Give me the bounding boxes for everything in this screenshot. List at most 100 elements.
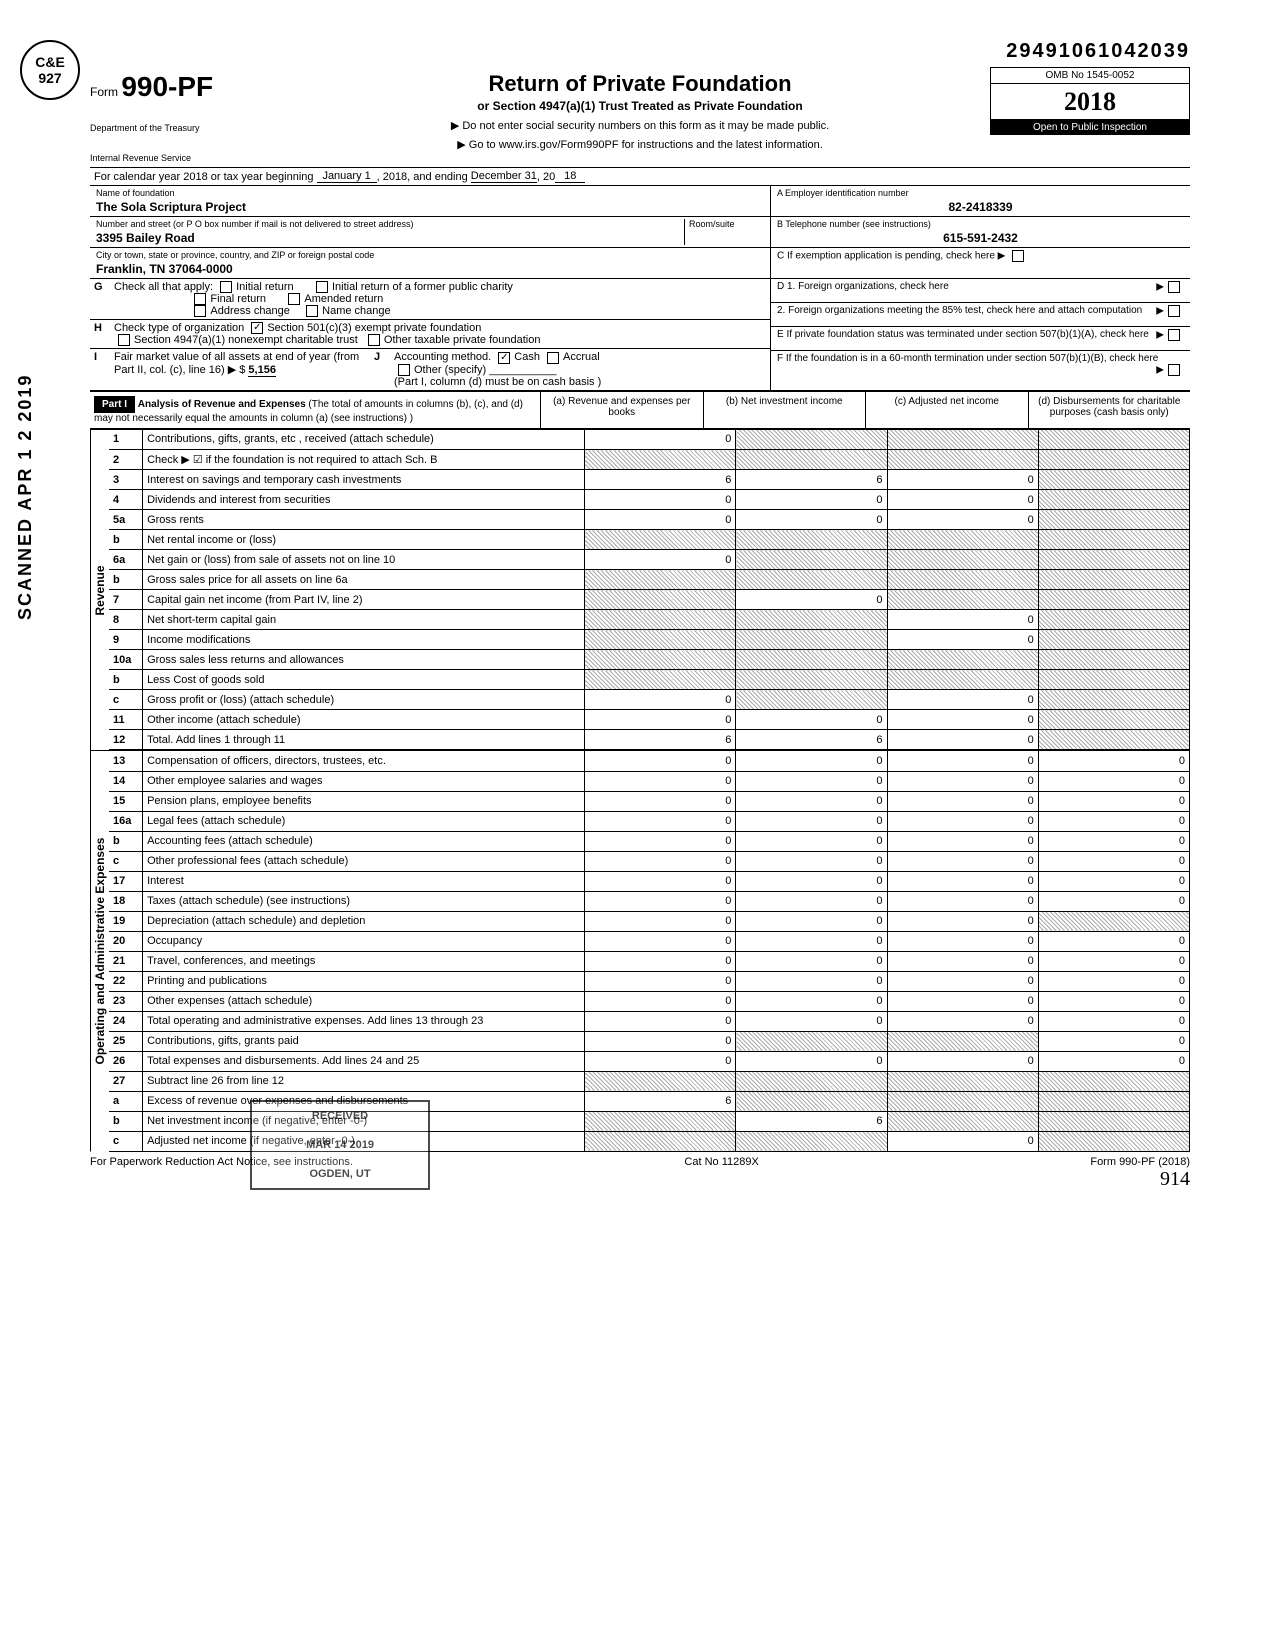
header-right: OMB No 1545-0052 2018 Open to Public Ins… xyxy=(990,67,1190,135)
addr: 3395 Bailey Road xyxy=(96,231,684,245)
g-final[interactable] xyxy=(194,293,206,305)
f-check[interactable] xyxy=(1168,364,1180,376)
h-other[interactable] xyxy=(368,334,380,346)
box-e: E If private foundation status was termi… xyxy=(771,327,1190,351)
value-cell: 0 xyxy=(585,971,736,991)
expense-section: Operating and Administrative Expenses 13… xyxy=(90,750,1190,1152)
shaded-cell xyxy=(1038,1111,1189,1131)
addr-cell: Number and street (or P O box number if … xyxy=(90,217,770,248)
g-name[interactable] xyxy=(306,305,318,317)
shaded-cell xyxy=(1038,430,1189,450)
table-row: 5aGross rents000 xyxy=(109,510,1190,530)
table-row: bGross sales price for all assets on lin… xyxy=(109,570,1190,590)
value-cell: 0 xyxy=(887,710,1038,730)
value-cell: 0 xyxy=(1038,771,1189,791)
shaded-cell xyxy=(887,570,1038,590)
form-title: Return of Private Foundation xyxy=(290,71,990,97)
line-number: 21 xyxy=(109,951,143,971)
table-row: cAdjusted net income (if negative, enter… xyxy=(109,1131,1190,1151)
line-number: 2 xyxy=(109,450,143,470)
g-opt1: Final return xyxy=(210,293,266,305)
shaded-cell xyxy=(1038,550,1189,570)
city-label: City or town, state or province, country… xyxy=(96,250,764,260)
shaded-cell xyxy=(1038,490,1189,510)
value-cell: 0 xyxy=(585,490,736,510)
line-number: 6a xyxy=(109,550,143,570)
shaded-cell xyxy=(736,1071,887,1091)
line-number: 17 xyxy=(109,871,143,891)
info-right: A Employer identification number 82-2418… xyxy=(770,186,1190,278)
value-cell: 0 xyxy=(585,510,736,530)
line-desc: Pension plans, employee benefits xyxy=(143,791,585,811)
j-other[interactable] xyxy=(398,364,410,376)
table-row: aExcess of revenue over expenses and dis… xyxy=(109,1091,1190,1111)
value-cell: 0 xyxy=(887,470,1038,490)
value-cell: 0 xyxy=(1038,1051,1189,1071)
shaded-cell xyxy=(1038,530,1189,550)
line-number: c xyxy=(109,851,143,871)
table-row: 6aNet gain or (loss) from sale of assets… xyxy=(109,550,1190,570)
table-row: 18Taxes (attach schedule) (see instructi… xyxy=(109,891,1190,911)
ghij-block: G Check all that apply: Initial return I… xyxy=(90,279,1190,391)
box-c-check[interactable] xyxy=(1012,250,1024,262)
value-cell: 0 xyxy=(585,831,736,851)
footer: For Paperwork Reduction Act Notice, see … xyxy=(90,1152,1190,1168)
h-content: Check type of organization Section 501(c… xyxy=(114,322,766,346)
line-number: 8 xyxy=(109,610,143,630)
col-a: (a) Revenue and expenses per books xyxy=(540,392,703,428)
line-number: b xyxy=(109,530,143,550)
table-row: 3Interest on savings and temporary cash … xyxy=(109,470,1190,490)
line-desc: Net short-term capital gain xyxy=(143,610,585,630)
h-501c3[interactable] xyxy=(251,322,263,334)
e-check[interactable] xyxy=(1168,329,1180,341)
shaded-cell xyxy=(1038,510,1189,530)
shaded-cell xyxy=(736,610,887,630)
shaded-cell xyxy=(736,430,887,450)
form-number: Form 990-PF xyxy=(90,71,290,103)
line-number: 7 xyxy=(109,590,143,610)
dept1: Department of the Treasury xyxy=(90,123,290,133)
d1-check[interactable] xyxy=(1168,281,1180,293)
part1-title: Analysis of Revenue and Expenses xyxy=(138,399,306,410)
d2-check[interactable] xyxy=(1168,305,1180,317)
line-desc: Income modifications xyxy=(143,630,585,650)
value-cell: 0 xyxy=(887,891,1038,911)
line-desc: Subtract line 26 from line 12 xyxy=(143,1071,585,1091)
shaded-cell xyxy=(585,1071,736,1091)
value-cell: 0 xyxy=(736,751,887,771)
shaded-cell xyxy=(887,670,1038,690)
shaded-cell xyxy=(887,1091,1038,1111)
g-initial[interactable] xyxy=(220,281,232,293)
form-prefix: Form xyxy=(90,85,118,99)
tax-year: 2018 xyxy=(990,83,1190,120)
line-number: 24 xyxy=(109,1011,143,1031)
table-row: 15Pension plans, employee benefits0000 xyxy=(109,791,1190,811)
g-former[interactable] xyxy=(316,281,328,293)
header-center: Return of Private Foundation or Section … xyxy=(290,67,990,151)
table-row: 7Capital gain net income (from Part IV, … xyxy=(109,590,1190,610)
g-text: Check all that apply: xyxy=(114,281,213,293)
h-4947[interactable] xyxy=(118,334,130,346)
part1-badge: Part I xyxy=(94,396,135,413)
j-accrual[interactable] xyxy=(547,352,559,364)
j-cash[interactable] xyxy=(498,352,510,364)
value-cell: 0 xyxy=(736,851,887,871)
table-row: 24Total operating and administrative exp… xyxy=(109,1011,1190,1031)
value-cell: 6 xyxy=(736,470,887,490)
line-desc: Gross sales price for all assets on line… xyxy=(143,570,585,590)
value-cell: 0 xyxy=(585,991,736,1011)
value-cell: 0 xyxy=(585,931,736,951)
shaded-cell xyxy=(1038,690,1189,710)
line-number: a xyxy=(109,1091,143,1111)
value-cell: 0 xyxy=(887,871,1038,891)
g-amended[interactable] xyxy=(288,293,300,305)
shaded-cell xyxy=(736,690,887,710)
line-number: 27 xyxy=(109,1071,143,1091)
value-cell: 0 xyxy=(736,771,887,791)
g-addr[interactable] xyxy=(194,305,206,317)
addr-wrap: Number and street (or P O box number if … xyxy=(96,219,684,245)
line-desc: Taxes (attach schedule) (see instruction… xyxy=(143,891,585,911)
shaded-cell xyxy=(585,630,736,650)
table-row: 13Compensation of officers, directors, t… xyxy=(109,751,1190,771)
value-cell: 0 xyxy=(585,771,736,791)
